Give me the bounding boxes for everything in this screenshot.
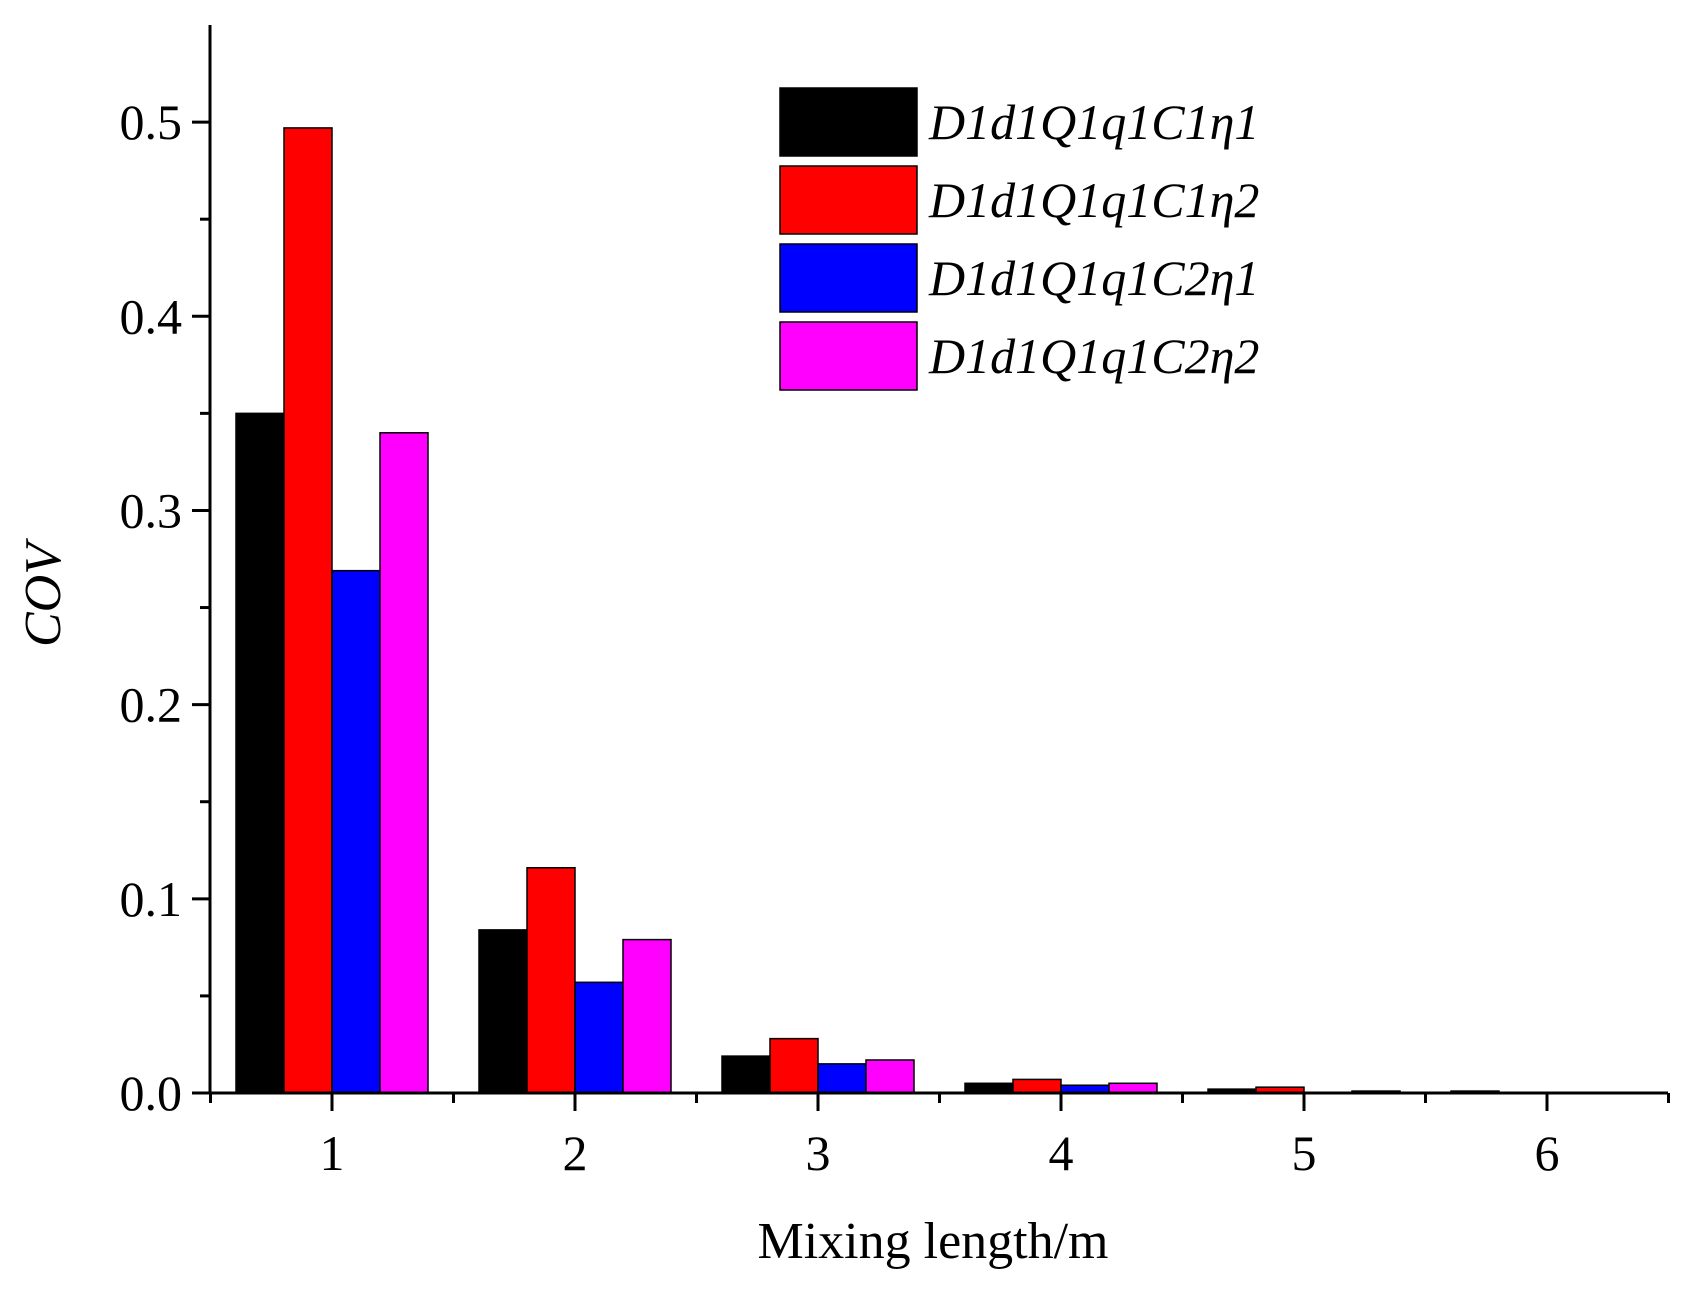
bar-D1d1Q1q1C2η1-2 — [574, 981, 624, 1094]
bars-group — [235, 127, 1500, 1094]
x-tick-label: 3 — [806, 1125, 831, 1181]
x-axis-title: Mixing length/m — [758, 1213, 1109, 1270]
ticks-group: 0.0 0.1 0.2 0.3 0.4 0.5 1 2 3 4 5 6 — [120, 94, 1670, 1181]
x-tick-label: 4 — [1049, 1125, 1074, 1181]
x-tick-label: 1 — [320, 1125, 345, 1181]
bar-D1d1Q1q1C1η2-2 — [526, 866, 576, 1094]
x-tick-label: 6 — [1535, 1125, 1560, 1181]
bar-D1d1Q1q1C2η1-3 — [817, 1063, 867, 1094]
bar-D1d1Q1q1C2η1-1 — [331, 569, 381, 1094]
legend-label: D1d1Q1q1C2η1 — [928, 250, 1259, 306]
y-tick-label: 0.4 — [120, 288, 183, 344]
x-tick-label: 5 — [1292, 1125, 1317, 1181]
bar-D1d1Q1q1C2η2-2 — [622, 938, 672, 1094]
legend-label: D1d1Q1q1C1η1 — [928, 94, 1259, 150]
legend-swatch — [779, 243, 918, 313]
y-tick-label: 0.1 — [120, 871, 183, 927]
legend-label: D1d1Q1q1C2η2 — [928, 328, 1259, 384]
y-tick-label: 0.5 — [120, 94, 183, 150]
bar-D1d1Q1q1C1η2-4 — [1012, 1078, 1062, 1094]
y-axis-title: COV — [15, 538, 72, 647]
bar-D1d1Q1q1C1η2-3 — [769, 1037, 819, 1094]
x-tick-label: 2 — [563, 1125, 588, 1181]
bar-D1d1Q1q1C1η1-2 — [478, 929, 528, 1094]
bar-D1d1Q1q1C1η1-3 — [721, 1055, 771, 1094]
legend: D1d1Q1q1C1η1 D1d1Q1q1C1η2 D1d1Q1q1C2η1 D1d1… — [779, 87, 1259, 391]
bar-D1d1Q1q1C1η1-1 — [235, 412, 285, 1094]
legend-swatch — [779, 87, 918, 157]
legend-swatch — [779, 321, 918, 391]
bar-D1d1Q1q1C2η2-1 — [379, 432, 429, 1094]
y-tick-label: 0.0 — [120, 1065, 183, 1121]
legend-label: D1d1Q1q1C1η2 — [928, 172, 1259, 228]
bar-D1d1Q1q1C2η2-3 — [865, 1059, 915, 1094]
y-tick-label: 0.2 — [120, 677, 183, 733]
legend-swatch — [779, 165, 918, 235]
y-tick-label: 0.3 — [120, 482, 183, 538]
bar-D1d1Q1q1C1η2-1 — [283, 127, 333, 1094]
